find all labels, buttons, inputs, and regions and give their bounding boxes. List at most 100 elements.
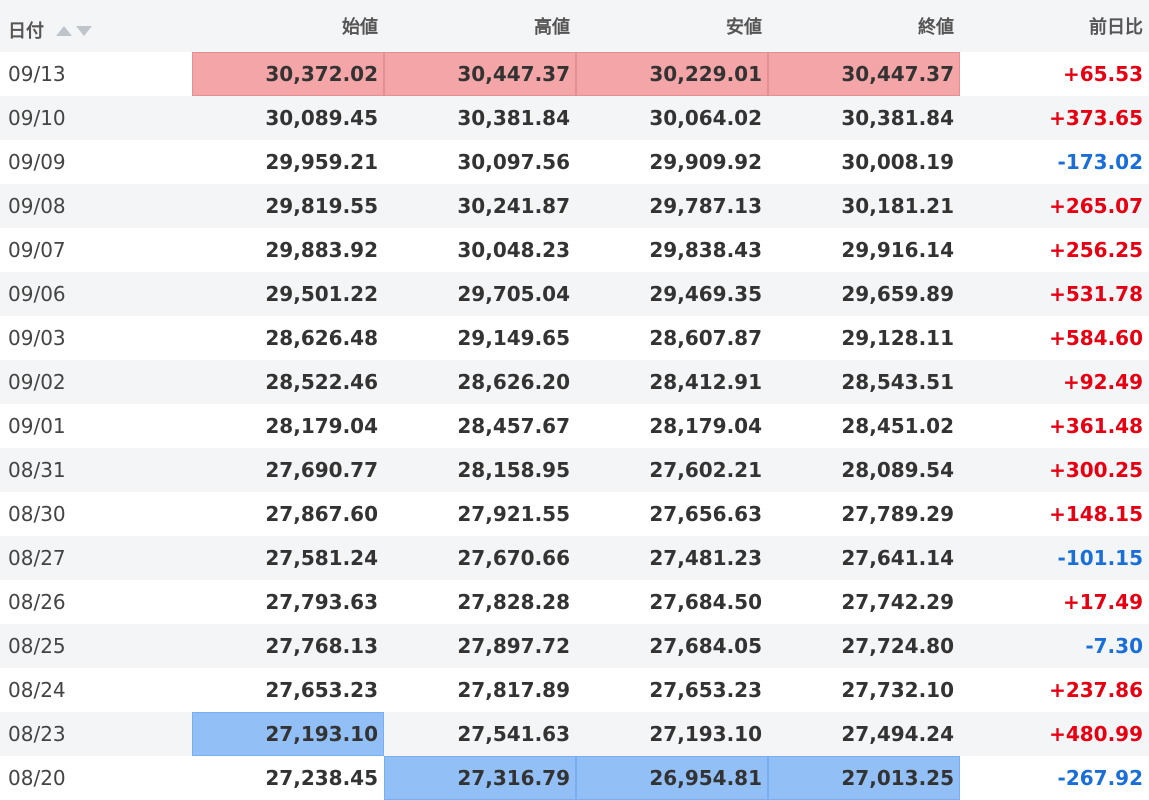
table-row: 08/27 27,581.24 27,670.66 27,481.23 27,641.1…: [0, 536, 1149, 580]
cell-date: 08/30: [8, 502, 66, 526]
cell-high: 30,381.84: [457, 106, 570, 130]
cell-high: 30,048.23: [457, 238, 570, 262]
cell-open: 28,179.04: [265, 414, 378, 438]
table-row: 08/24 27,653.23 27,817.89 27,653.23 27,732.1…: [0, 668, 1149, 712]
cell-close: 30,447.37: [768, 52, 960, 96]
cell-change: -267.92: [1057, 766, 1143, 790]
cell-date: 08/24: [8, 678, 66, 702]
cell-change: +265.07: [1049, 194, 1143, 218]
cell-date: 09/13: [8, 62, 66, 86]
cell-open: 28,626.48: [265, 326, 378, 350]
cell-low: 28,179.04: [649, 414, 762, 438]
table-body: 09/13 30,372.02 30,447.37 30,229.01 30,447.3…: [0, 52, 1149, 800]
cell-high: 30,447.37: [384, 52, 576, 96]
cell-open: 27,238.45: [265, 766, 378, 790]
cell-date: 09/06: [8, 282, 66, 306]
table-row: 09/03 28,626.48 29,149.65 28,607.87 29,128.1…: [0, 316, 1149, 360]
cell-close: 28,451.02: [841, 414, 954, 438]
table-row: 09/13 30,372.02 30,447.37 30,229.01 30,447.3…: [0, 52, 1149, 96]
cell-low: 30,064.02: [649, 106, 762, 130]
table-row: 08/20 27,238.45 27,316.79 26,954.81 27,013.2…: [0, 756, 1149, 800]
cell-close: 27,724.80: [841, 634, 954, 658]
table-row: 09/10 30,089.45 30,381.84 30,064.02 30,381.8…: [0, 96, 1149, 140]
cell-change: -7.30: [1085, 634, 1143, 658]
cell-date: 09/01: [8, 414, 66, 438]
cell-date: 09/07: [8, 238, 66, 262]
cell-change: +256.25: [1049, 238, 1143, 262]
cell-high: 27,817.89: [457, 678, 570, 702]
cell-close: 29,916.14: [841, 238, 954, 262]
cell-low: 28,607.87: [649, 326, 762, 350]
cell-date: 08/27: [8, 546, 66, 570]
cell-date: 09/10: [8, 106, 66, 130]
table-row: 09/08 29,819.55 30,241.87 29,787.13 30,181.2…: [0, 184, 1149, 228]
cell-low: 27,481.23: [649, 546, 762, 570]
cell-open: 27,793.63: [265, 590, 378, 614]
cell-date: 09/02: [8, 370, 66, 394]
cell-low: 29,909.92: [649, 150, 762, 174]
cell-change: +531.78: [1049, 282, 1143, 306]
cell-open: 29,959.21: [265, 150, 378, 174]
cell-change: +65.53: [1062, 62, 1143, 86]
cell-high: 27,541.63: [457, 722, 570, 746]
cell-close: 30,181.21: [841, 194, 954, 218]
cell-high: 27,670.66: [457, 546, 570, 570]
sort-asc-icon[interactable]: [56, 26, 73, 36]
table-row: 08/23 27,193.10 27,541.63 27,193.10 27,494.2…: [0, 712, 1149, 756]
sort-desc-icon[interactable]: [76, 26, 93, 36]
cell-change: -101.15: [1057, 546, 1143, 570]
cell-change: +148.15: [1049, 502, 1143, 526]
cell-open: 28,522.46: [265, 370, 378, 394]
cell-date: 08/26: [8, 590, 66, 614]
table-row: 08/30 27,867.60 27,921.55 27,656.63 27,789.2…: [0, 492, 1149, 536]
cell-open: 27,653.23: [265, 678, 378, 702]
cell-low: 27,656.63: [649, 502, 762, 526]
cell-low: 29,838.43: [649, 238, 762, 262]
cell-low: 28,412.91: [649, 370, 762, 394]
cell-high: 29,705.04: [457, 282, 570, 306]
header-date[interactable]: 日付: [0, 0, 192, 52]
cell-close: 29,659.89: [841, 282, 954, 306]
cell-change: +373.65: [1049, 106, 1143, 130]
cell-date: 09/08: [8, 194, 66, 218]
header-low: 安値: [726, 17, 762, 38]
header-row: 日付 始値 高値 安値 終値 前日比: [0, 0, 1149, 52]
cell-high: 27,316.79: [384, 756, 576, 800]
header-open: 始値: [342, 17, 378, 38]
cell-change: -173.02: [1057, 150, 1143, 174]
cell-high: 28,626.20: [457, 370, 570, 394]
cell-high: 28,457.67: [457, 414, 570, 438]
cell-change: +92.49: [1062, 370, 1143, 394]
cell-close: 27,641.14: [841, 546, 954, 570]
header-high: 高値: [534, 17, 570, 38]
cell-date: 09/09: [8, 150, 66, 174]
cell-close: 27,732.10: [841, 678, 954, 702]
header-change: 前日比: [1089, 17, 1143, 38]
cell-high: 27,921.55: [457, 502, 570, 526]
cell-change: +300.25: [1049, 458, 1143, 482]
cell-date: 08/23: [8, 722, 66, 746]
table-row: 09/01 28,179.04 28,457.67 28,179.04 28,451.0…: [0, 404, 1149, 448]
cell-change: +361.48: [1049, 414, 1143, 438]
cell-close: 27,013.25: [768, 756, 960, 800]
cell-open: 27,193.10: [192, 712, 384, 756]
cell-date: 09/03: [8, 326, 66, 350]
cell-open: 27,867.60: [265, 502, 378, 526]
cell-low: 27,602.21: [649, 458, 762, 482]
cell-low: 26,954.81: [576, 756, 768, 800]
sort-control[interactable]: [56, 20, 93, 41]
cell-close: 27,494.24: [841, 722, 954, 746]
cell-low: 27,193.10: [649, 722, 762, 746]
cell-close: 27,742.29: [841, 590, 954, 614]
cell-high: 29,149.65: [457, 326, 570, 350]
cell-high: 28,158.95: [457, 458, 570, 482]
header-close: 終値: [918, 17, 954, 38]
table-row: 09/07 29,883.92 30,048.23 29,838.43 29,916.1…: [0, 228, 1149, 272]
cell-close: 28,089.54: [841, 458, 954, 482]
cell-open: 27,581.24: [265, 546, 378, 570]
cell-low: 27,684.05: [649, 634, 762, 658]
cell-open: 30,372.02: [192, 52, 384, 96]
table-row: 08/25 27,768.13 27,897.72 27,684.05 27,724.8…: [0, 624, 1149, 668]
cell-close: 27,789.29: [841, 502, 954, 526]
